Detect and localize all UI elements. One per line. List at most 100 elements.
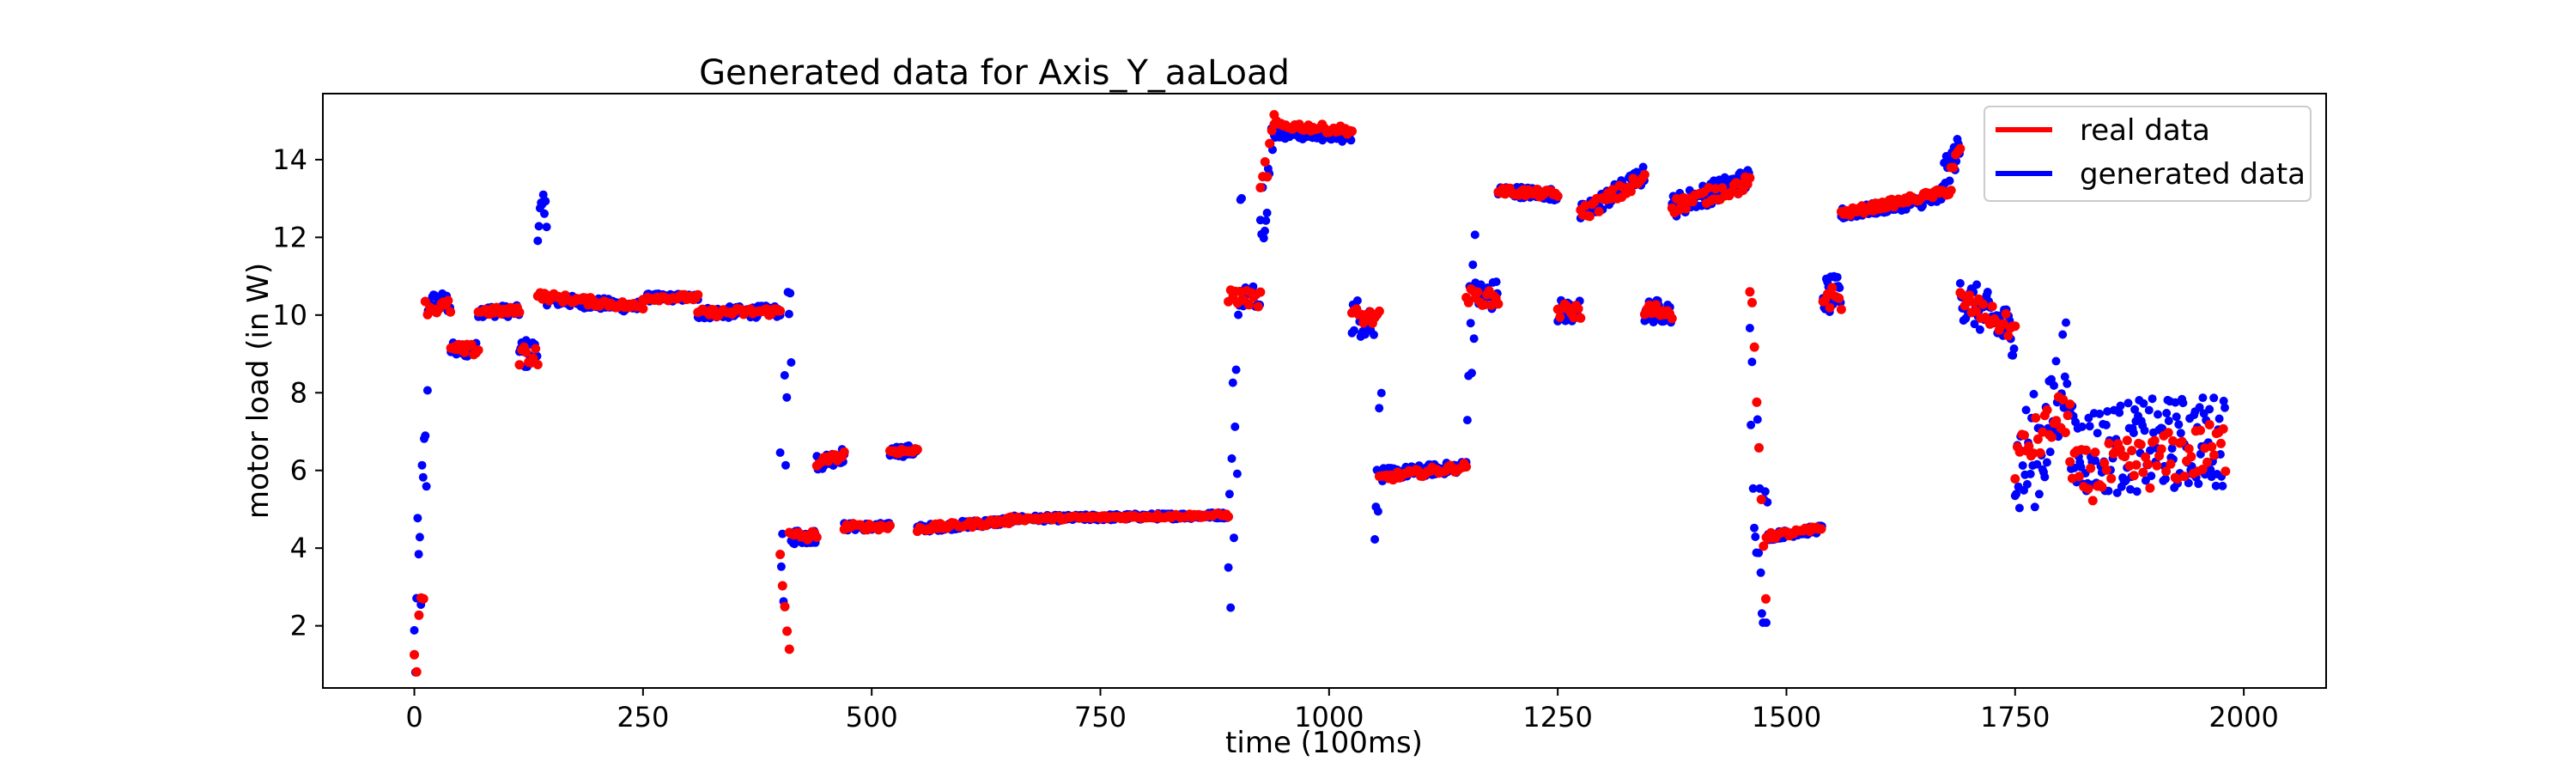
data-point bbox=[1745, 324, 1754, 332]
data-point bbox=[1760, 487, 1770, 496]
data-point bbox=[1749, 342, 1759, 352]
data-point bbox=[2209, 450, 2219, 460]
data-point bbox=[1576, 313, 1586, 323]
data-point bbox=[2144, 405, 2154, 415]
data-point bbox=[839, 447, 849, 457]
data-point bbox=[1569, 313, 1579, 323]
x-tick-label: 1250 bbox=[1522, 701, 1592, 733]
data-point bbox=[443, 295, 453, 306]
data-point bbox=[1261, 226, 1269, 235]
data-point bbox=[2120, 452, 2130, 462]
data-point bbox=[2163, 428, 2173, 438]
data-point bbox=[2167, 444, 2177, 453]
data-point bbox=[1965, 290, 1974, 301]
data-point bbox=[2171, 398, 2180, 407]
data-point bbox=[693, 289, 703, 300]
data-point bbox=[2154, 410, 2162, 419]
data-point bbox=[2194, 479, 2203, 489]
data-point bbox=[1462, 416, 1472, 425]
data-point bbox=[1230, 422, 1240, 431]
data-point bbox=[2221, 466, 2231, 477]
data-point bbox=[1638, 162, 1648, 172]
x-tick-label: 1750 bbox=[1980, 701, 2050, 733]
data-point bbox=[2058, 330, 2068, 339]
data-point bbox=[1470, 230, 1479, 240]
data-point bbox=[2131, 460, 2142, 470]
data-point bbox=[2126, 484, 2135, 494]
data-point bbox=[777, 581, 787, 591]
data-point bbox=[2101, 465, 2111, 475]
data-point bbox=[542, 222, 551, 232]
data-point bbox=[2161, 466, 2172, 477]
data-point bbox=[421, 431, 430, 441]
data-point bbox=[1753, 415, 1762, 424]
data-point bbox=[778, 529, 787, 539]
data-point bbox=[540, 209, 549, 218]
data-point bbox=[2060, 428, 2070, 438]
data-point bbox=[1958, 289, 1967, 300]
data-point bbox=[2197, 465, 2208, 474]
data-point bbox=[1710, 184, 1721, 194]
data-point bbox=[2162, 409, 2172, 417]
data-point bbox=[1832, 272, 1842, 282]
data-point bbox=[1825, 302, 1835, 313]
data-point bbox=[2009, 344, 2019, 353]
data-point bbox=[1971, 306, 1981, 316]
data-point bbox=[1970, 320, 1979, 329]
x-tick-label: 0 bbox=[405, 701, 422, 733]
data-point bbox=[2218, 423, 2228, 434]
data-point bbox=[2140, 426, 2149, 435]
data-point bbox=[2050, 380, 2058, 390]
data-point bbox=[1835, 283, 1844, 293]
y-tick-label: 10 bbox=[272, 299, 307, 332]
x-tick-label: 1000 bbox=[1294, 701, 1364, 733]
data-point bbox=[1352, 296, 1362, 305]
data-point bbox=[1224, 563, 1233, 572]
data-point bbox=[1463, 297, 1473, 307]
data-point bbox=[1836, 304, 1846, 314]
data-point bbox=[2215, 414, 2224, 423]
data-point bbox=[2172, 412, 2181, 422]
data-point bbox=[2032, 434, 2043, 444]
data-point bbox=[2184, 444, 2194, 453]
data-point bbox=[1259, 234, 1268, 243]
data-point bbox=[1224, 512, 1234, 522]
data-point bbox=[1231, 365, 1241, 374]
legend-label-generated: generated data bbox=[2080, 157, 2306, 192]
data-point bbox=[2032, 460, 2042, 469]
data-point bbox=[1946, 186, 1956, 196]
data-point bbox=[2034, 490, 2044, 499]
data-point bbox=[2174, 420, 2184, 429]
data-point bbox=[1750, 523, 1759, 533]
data-point bbox=[780, 371, 789, 380]
data-point bbox=[1375, 404, 1384, 413]
data-point bbox=[1374, 306, 1384, 316]
data-point bbox=[1747, 357, 1757, 367]
data-point bbox=[2077, 422, 2087, 431]
data-point bbox=[1747, 420, 1756, 429]
data-point bbox=[784, 644, 794, 654]
data-point bbox=[1762, 618, 1771, 627]
data-point bbox=[811, 533, 822, 542]
data-point bbox=[1834, 293, 1844, 303]
x-tick-label: 1500 bbox=[1752, 701, 1821, 733]
data-point bbox=[2124, 460, 2135, 471]
data-point bbox=[414, 550, 423, 559]
data-point bbox=[413, 514, 422, 523]
data-point bbox=[514, 360, 525, 370]
legend: real data generated data bbox=[1984, 106, 2312, 202]
data-point bbox=[2147, 472, 2156, 481]
data-point bbox=[1255, 183, 1266, 192]
data-point bbox=[638, 304, 648, 313]
data-point bbox=[1255, 287, 1266, 297]
y-tick-label: 14 bbox=[272, 143, 307, 176]
data-point bbox=[2115, 408, 2124, 417]
data-point bbox=[2184, 478, 2193, 488]
data-point bbox=[1651, 300, 1662, 310]
data-point bbox=[1667, 313, 1677, 324]
data-point bbox=[2085, 422, 2094, 431]
data-point bbox=[2042, 405, 2052, 415]
data-point bbox=[2138, 467, 2148, 478]
data-point bbox=[2090, 447, 2100, 458]
